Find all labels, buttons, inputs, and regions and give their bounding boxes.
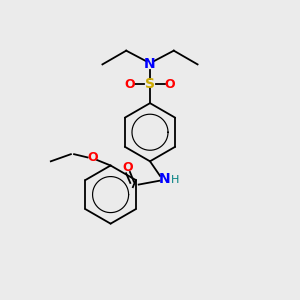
Text: H: H	[171, 176, 179, 185]
Text: O: O	[88, 151, 98, 164]
Text: O: O	[125, 78, 135, 91]
Text: O: O	[122, 161, 133, 174]
Text: N: N	[144, 57, 156, 71]
Text: S: S	[145, 77, 155, 92]
Text: O: O	[165, 78, 175, 91]
Text: N: N	[159, 172, 170, 186]
